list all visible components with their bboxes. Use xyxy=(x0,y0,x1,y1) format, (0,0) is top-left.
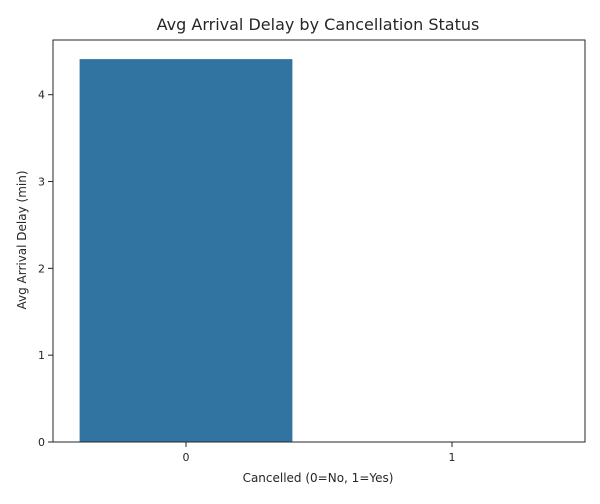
y-tick-label: 2 xyxy=(38,262,45,275)
x-tick-label: 1 xyxy=(449,451,456,464)
axes-frame xyxy=(52,39,586,443)
chart-title: Avg Arrival Delay by Cancellation Status xyxy=(157,15,480,34)
y-tick-label: 0 xyxy=(38,436,45,449)
y-axis-ticks: 0 1 2 3 4 xyxy=(38,89,53,449)
y-tick-label: 4 xyxy=(38,89,45,102)
x-tick-label: 0 xyxy=(183,451,190,464)
y-tick-label: 1 xyxy=(38,349,45,362)
bars-group xyxy=(79,59,293,443)
y-axis-label: Avg Arrival Delay (min) xyxy=(15,170,29,309)
plot-area xyxy=(52,39,586,443)
x-axis-label: Cancelled (0=No, 1=Yes) xyxy=(243,471,394,485)
bar-0 xyxy=(79,59,293,443)
y-tick-label: 3 xyxy=(38,176,45,189)
